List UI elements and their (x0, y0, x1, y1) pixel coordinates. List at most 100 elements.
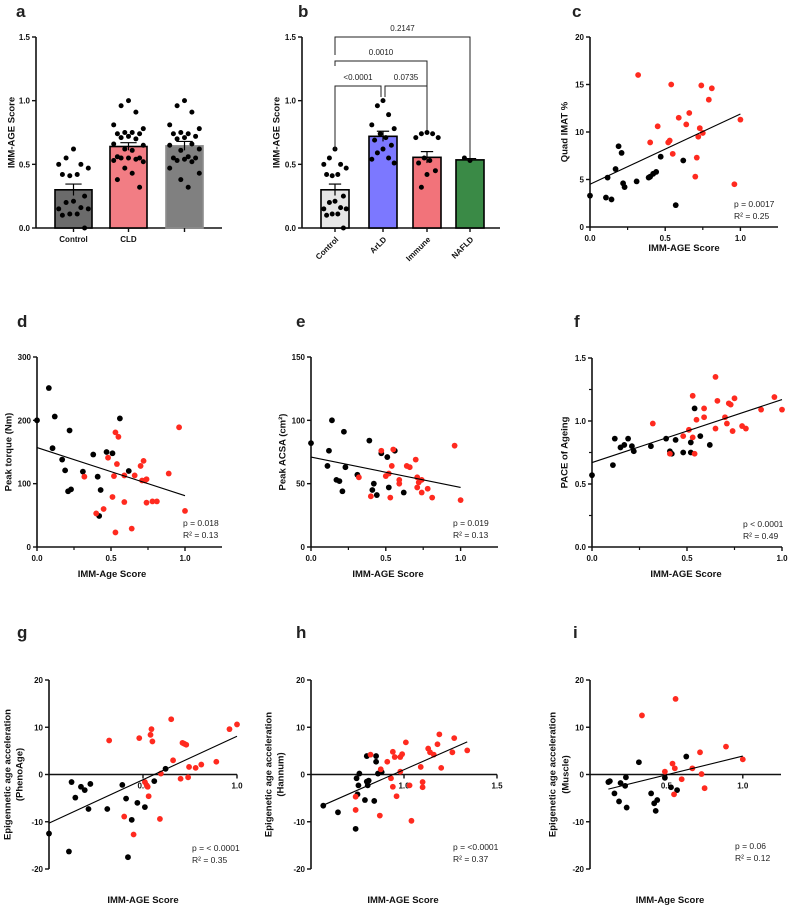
cld-data-point (213, 758, 220, 765)
x-tick-label: 1.0 (455, 554, 467, 563)
control-data-point (369, 487, 376, 493)
data-point (189, 159, 195, 165)
cld-data-point (438, 764, 445, 771)
data-point (391, 160, 397, 166)
cld-data-point (389, 748, 396, 755)
control-data-point (606, 778, 613, 785)
p-value-label: 0.2147 (390, 24, 415, 33)
data-point (369, 156, 375, 162)
control-data-point (623, 804, 630, 811)
x-tick-label: 0.5 (380, 554, 392, 563)
cld-data-point (183, 741, 190, 748)
control-data-point (610, 462, 616, 468)
cld-data-point (143, 499, 150, 506)
control-data-point (355, 782, 362, 789)
control-data-point (385, 484, 392, 491)
y-tick-label: 10 (575, 128, 584, 137)
cld-data-point (701, 405, 707, 412)
y-tick-label: 10 (575, 723, 584, 732)
cld-data-point (686, 110, 693, 116)
x-axis-title: IMM-AGE Score (352, 569, 423, 580)
data-point (185, 184, 191, 190)
data-point (380, 146, 386, 152)
control-data-point (371, 798, 378, 804)
cld-data-point (701, 414, 707, 421)
cld-data-point (689, 434, 696, 441)
data-point (133, 109, 139, 115)
cld-data-point (234, 721, 240, 728)
x-tick-label: 1.0 (776, 554, 788, 563)
r-squared-annotation: R² = 0.37 (453, 854, 488, 864)
y-tick-label: 0 (301, 771, 306, 780)
cld-data-point (145, 793, 152, 800)
data-point (126, 133, 131, 139)
cld-data-point (712, 374, 719, 380)
control-data-point (611, 790, 618, 797)
cld-data-point (661, 768, 668, 775)
y-tick-label: -10 (293, 818, 305, 827)
cld-data-point (406, 464, 413, 471)
cld-data-point (149, 498, 156, 505)
y-axis-title: IMM-AGE Score (272, 97, 283, 168)
data-point (114, 177, 120, 183)
control-data-point (370, 480, 377, 487)
data-point (63, 155, 69, 161)
control-data-point (324, 463, 331, 469)
data-point (82, 225, 88, 231)
cld-data-point (669, 150, 676, 157)
x-tick-label: Immune (404, 235, 432, 263)
data-point (56, 161, 62, 167)
significance-bracket (384, 85, 428, 130)
cld-data-point (701, 785, 708, 792)
y-tick-label: 1.0 (19, 97, 31, 106)
cld-data-point (106, 737, 113, 744)
x-tick-label: 0.5 (105, 554, 117, 563)
p-value-label: <0.0001 (343, 73, 373, 82)
data-point (185, 131, 191, 137)
cld-data-point (182, 508, 188, 514)
control-data-point (59, 456, 66, 463)
data-point (182, 156, 187, 162)
y-axis-title: IMM-AGE Score (7, 97, 18, 168)
significance-bracket (334, 85, 382, 150)
control-data-point (706, 442, 713, 448)
cld-data-point (387, 494, 394, 501)
control-data-point (341, 428, 347, 435)
data-point (380, 98, 386, 104)
control-data-point (125, 854, 131, 861)
data-point (196, 146, 202, 152)
cld-data-point (412, 456, 419, 463)
cld-data-point (388, 775, 394, 782)
cld-data-point (669, 760, 676, 767)
p-value-annotation: p = <0.0001 (453, 842, 499, 852)
cld-data-point (758, 406, 764, 413)
y-tick-label: 5 (580, 176, 585, 185)
control-data-point (680, 449, 687, 456)
cld-data-point (185, 774, 192, 781)
control-data-point (308, 440, 314, 447)
cld-data-point (112, 429, 119, 436)
regression-line (310, 456, 461, 489)
cld-data-point (352, 807, 359, 813)
cld-data-point (683, 121, 690, 128)
p-value-annotation: p = 0.0017 (734, 199, 775, 209)
data-point (178, 177, 184, 183)
control-data-point (672, 202, 679, 209)
control-data-point (373, 758, 379, 765)
control-data-point (680, 157, 687, 164)
control-data-point (45, 385, 52, 391)
control-data-point (697, 433, 704, 440)
x-tick-label: 0.5 (137, 782, 149, 791)
panel-letter: i (573, 623, 578, 642)
data-point (67, 173, 73, 179)
cld-data-point (111, 473, 117, 479)
cld-data-point (81, 473, 88, 480)
data-point (182, 135, 187, 141)
data-point (56, 206, 62, 212)
cld-data-point (436, 731, 443, 738)
panel-e: e Peak ACSA (cm²) 0 50 100 150 0.0 0.5 1.0 IMM-AG… (278, 312, 498, 580)
data-point (174, 136, 180, 142)
data-point (137, 184, 143, 190)
cld-data-point (177, 775, 184, 782)
